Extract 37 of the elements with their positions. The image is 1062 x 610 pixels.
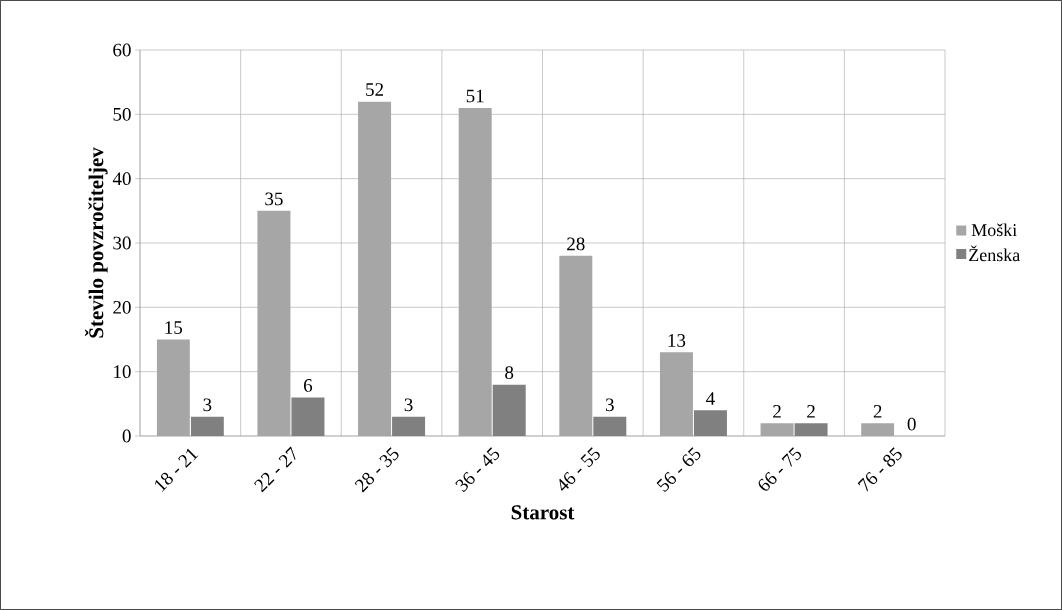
data-label: 3 — [605, 398, 614, 412]
data-label: 0 — [907, 417, 916, 431]
x-tick-label: 56 - 65 — [656, 447, 701, 492]
bar — [760, 423, 794, 436]
data-label: 28 — [567, 237, 585, 251]
data-label: 51 — [466, 89, 484, 103]
x-axis-title: Starost — [511, 505, 575, 520]
x-tick-label: 28 - 35 — [354, 447, 399, 493]
data-label: 15 — [165, 321, 183, 334]
legend-label: Moški — [971, 223, 1017, 237]
data-label: 2 — [773, 405, 781, 418]
data-label: 4 — [706, 392, 715, 405]
x-tick-label: 66 - 75 — [758, 447, 802, 491]
data-label: 3 — [404, 398, 413, 412]
x-tick-label: 46 - 55 — [559, 447, 600, 491]
legend-label: Ženska — [969, 245, 1020, 262]
y-tick-label: 20 — [113, 300, 131, 314]
x-tick-label: 76 - 85 — [857, 447, 902, 492]
y-tick-label: 60 — [113, 43, 131, 57]
data-label: 2 — [807, 405, 815, 418]
data-label: 8 — [505, 366, 514, 379]
data-label: 52 — [366, 83, 384, 96]
bar — [861, 423, 895, 436]
data-label: 35 — [265, 192, 283, 206]
x-tick-label: 18 - 21 — [154, 448, 199, 492]
y-tick-label: 30 — [113, 236, 131, 250]
y-tick-label: 10 — [114, 365, 131, 379]
data-label: 2 — [873, 405, 882, 418]
data-label: 13 — [668, 334, 686, 347]
data-label: 6 — [304, 379, 313, 392]
x-tick-label: 36 - 45 — [455, 447, 500, 493]
y-axis-title: Število povzročiteljev — [84, 147, 108, 338]
y-tick-label: 50 — [113, 107, 131, 121]
data-label: 3 — [203, 398, 212, 412]
y-tick-label: 0 — [122, 429, 131, 443]
x-tick-label: 22 - 27 — [254, 446, 296, 493]
y-tick-label: 40 — [112, 172, 131, 186]
